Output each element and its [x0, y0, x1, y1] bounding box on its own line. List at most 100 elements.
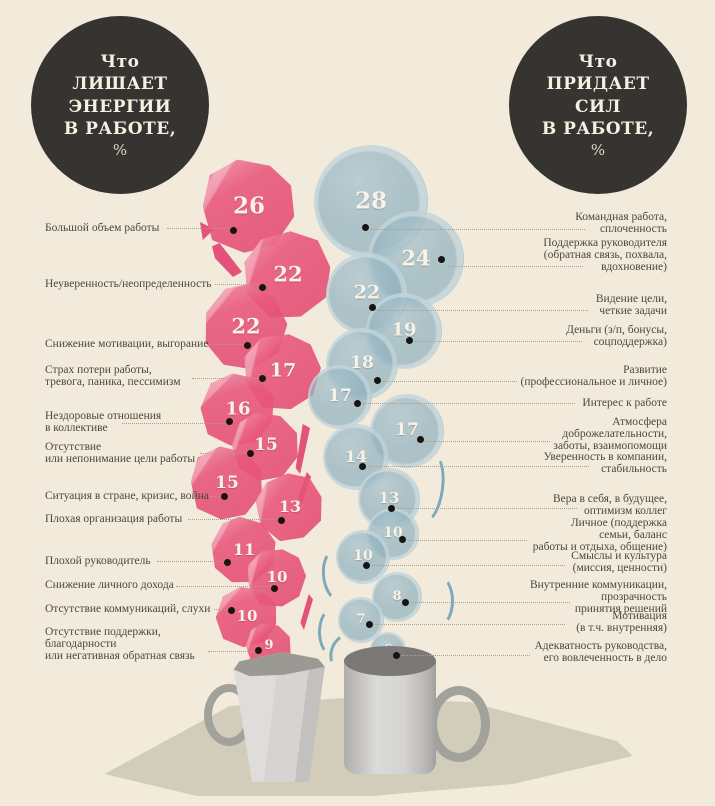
right-vase-top — [344, 646, 436, 676]
bubble-value: 19 — [391, 319, 417, 341]
leader-dot — [278, 517, 285, 524]
category-label: Нездоровые отношения в коллективе — [45, 410, 162, 434]
category-label: Развитие (профессиональное и личное) — [520, 364, 668, 388]
leader-line — [212, 344, 245, 345]
leader-dot — [230, 227, 237, 234]
blue-bubble: 10 — [336, 530, 390, 584]
leader-line — [214, 609, 229, 610]
leader-line — [363, 403, 575, 404]
category-label: Внутренние коммуникации, прозрачность пр… — [529, 579, 667, 615]
leader-line — [383, 381, 517, 382]
right-title-percent: % — [590, 141, 606, 160]
leader-line — [375, 624, 565, 625]
leader-line — [426, 441, 550, 442]
leader-dot — [259, 284, 266, 291]
leader-dot — [255, 647, 262, 654]
category-label: Неуверенность/неопределенность — [45, 278, 212, 290]
bubble-value: 24 — [401, 245, 431, 270]
leader-dot — [388, 505, 395, 512]
category-label: Личное (поддержка семьи, баланс работы и… — [532, 517, 667, 553]
category-label: Снижение мотивации, выгорание — [45, 338, 209, 350]
right-title-line-3: СИЛ — [574, 96, 622, 117]
leader-line — [122, 423, 227, 424]
leader-line — [215, 284, 260, 285]
category-label: Отсутствие поддержки, благодарности или … — [45, 626, 195, 662]
category-label: Деньги (з/п, бонусы, соцподдержка) — [566, 324, 667, 348]
blue-crescent — [426, 576, 454, 626]
category-label: Мотивация (в т.ч. внутренняя) — [576, 610, 667, 634]
leader-line — [402, 655, 530, 656]
pink-bubble: 26 — [203, 161, 295, 253]
category-label: Адекватность руководства, его вовлеченно… — [534, 640, 667, 664]
category-label: Плохой руководитель — [45, 555, 151, 567]
leader-line — [447, 266, 583, 267]
category-label: Вера в себя, в будущее, оптимизм коллег — [552, 493, 667, 517]
category-label: Отсутствие или непонимание цели работы — [45, 441, 196, 465]
bubble-value: 17 — [328, 385, 352, 406]
leader-line — [397, 508, 577, 509]
category-label: Уверенность в компании, стабильность — [543, 451, 667, 475]
bubble-value: 8 — [392, 588, 402, 604]
leader-dot — [226, 418, 233, 425]
category-label: Поддержка руководителя (обратная связь, … — [543, 237, 667, 273]
leader-dot — [369, 304, 376, 311]
leader-line — [368, 466, 589, 467]
pink-bubble: 15 — [191, 448, 263, 520]
left-title-line-2: ЛИШАЕТ — [72, 74, 168, 95]
leader-line — [167, 228, 229, 229]
right-title-circle: Что ПРИДАЕТ СИЛ В РАБОТЕ, % — [509, 16, 687, 194]
leader-dot — [228, 607, 235, 614]
right-vase-handle — [428, 686, 490, 762]
blue-crescent — [318, 608, 346, 656]
bubble-value: 10 — [266, 567, 288, 586]
leader-line — [208, 651, 256, 652]
leader-dot — [402, 599, 409, 606]
leader-dot — [374, 377, 381, 384]
bubble-value: 17 — [395, 419, 419, 440]
pink-bubble: 10 — [217, 587, 277, 647]
leader-line — [176, 586, 272, 587]
bubble-value: 10 — [353, 548, 373, 565]
bubble-value: 13 — [378, 488, 400, 507]
left-title-line-1: Что — [100, 51, 140, 72]
leader-dot — [399, 536, 406, 543]
bubble-value: 28 — [354, 186, 387, 214]
bubble-value: 15 — [215, 472, 239, 493]
leader-line — [192, 378, 258, 379]
pink-bubble: 22 — [245, 232, 331, 318]
bubble-value: 7 — [356, 611, 366, 627]
leader-line — [415, 341, 582, 342]
category-label: Большой объем работы — [45, 222, 160, 234]
left-title-line-4: В РАБОТЕ, — [63, 118, 177, 139]
category-label: Атмосфера доброжелательности, заботы, вз… — [553, 416, 667, 452]
leader-line — [411, 602, 570, 603]
leader-line — [188, 519, 279, 520]
blue-bubble: 17 — [308, 365, 372, 429]
right-title-line-4: В РАБОТЕ, — [541, 118, 655, 139]
pink-bubble: 17 — [245, 334, 321, 410]
pink-bubble: 9 — [246, 623, 292, 669]
leader-dot — [244, 342, 251, 349]
right-vase-body — [344, 660, 436, 774]
leader-line — [371, 229, 585, 230]
category-label: Интерес к работе — [582, 397, 667, 409]
right-title-line-2: ПРИДАЕТ — [546, 74, 650, 95]
leader-dot — [366, 621, 373, 628]
leader-dot — [362, 224, 369, 231]
leader-dot — [221, 493, 228, 500]
bubble-value: 17 — [269, 359, 297, 382]
left-vase — [220, 648, 334, 782]
bubble-value: 9 — [264, 637, 274, 653]
pink-bubble: 10 — [248, 549, 306, 607]
category-label: Смыслы и культура (миссия, ценности) — [571, 550, 667, 574]
bubble-value: 18 — [350, 352, 374, 373]
leader-line — [408, 540, 527, 541]
leader-dot — [259, 375, 266, 382]
leader-dot — [271, 585, 278, 592]
leader-dot — [224, 559, 231, 566]
leader-dot — [406, 337, 413, 344]
leader-line — [372, 565, 565, 566]
category-label: Видение цели, четкие задачи — [595, 293, 667, 317]
bubble-value: 13 — [278, 496, 302, 516]
